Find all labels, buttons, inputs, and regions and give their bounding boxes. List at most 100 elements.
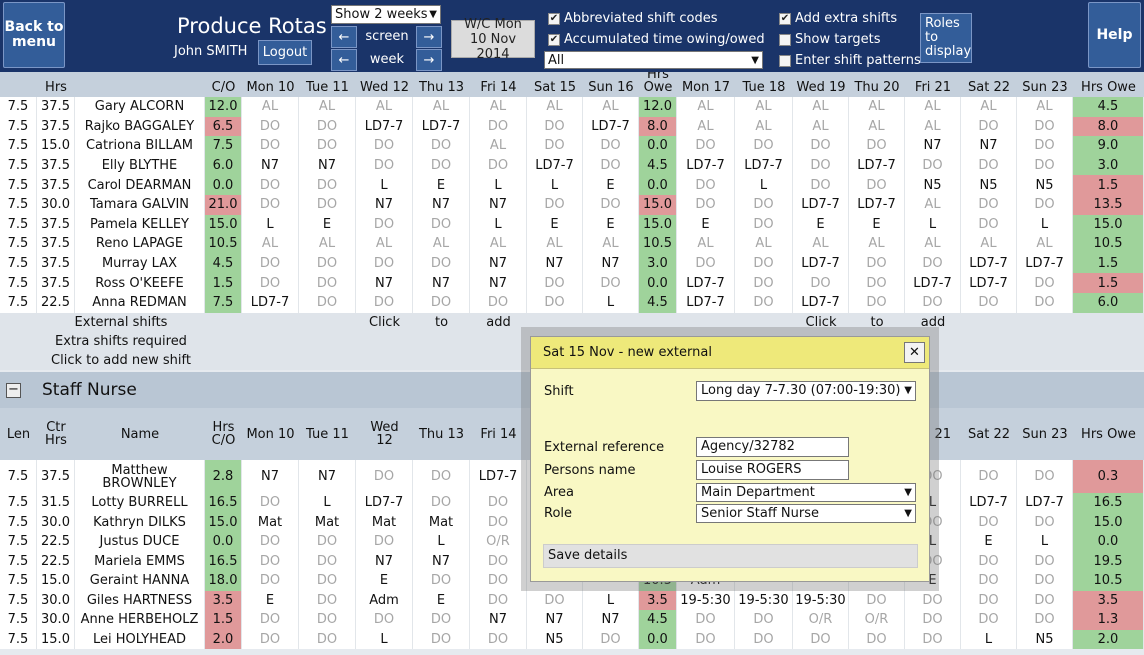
shift-cell[interactable]: DO [242,532,299,552]
shift-cell[interactable]: DO [413,610,470,630]
shift-cell[interactable]: N7 [299,460,356,493]
area-select[interactable]: Main Department ▼ [696,483,916,502]
shift-cell[interactable]: N5 [527,629,583,649]
shift-cell[interactable]: DO [470,116,527,137]
shift-cell[interactable]: DO [413,136,470,156]
shift-cell[interactable]: L [413,532,470,552]
shift-cell[interactable]: L [583,293,639,313]
add-extra-shifts-option[interactable]: ✔ Add extra shifts [779,11,897,26]
shift-cell[interactable]: N7 [413,195,470,215]
shift-cell[interactable]: DO [242,551,299,571]
shift-cell[interactable]: AL [1017,97,1073,117]
shift-cell[interactable]: L [961,629,1017,649]
shift-cell[interactable]: LD7-7 [583,116,639,137]
shift-cell[interactable]: N7 [470,273,527,293]
shift-cell[interactable]: DO [1017,116,1073,137]
shift-cell[interactable]: N7 [961,136,1017,156]
shift-cell[interactable]: O/R [793,610,849,630]
click-to-add-link[interactable]: add [920,315,946,330]
shift-cell[interactable]: DO [1017,460,1073,493]
shift-cell[interactable]: N7 [527,253,583,274]
shift-cell[interactable]: DO [961,195,1017,215]
shift-cell[interactable]: N5 [961,175,1017,195]
shift-cell[interactable]: AL [527,234,583,254]
click-to-add-link[interactable]: to [434,315,449,330]
shift-cell[interactable]: LD7-7 [677,293,735,313]
shift-cell[interactable]: AL [583,234,639,254]
shift-cell[interactable]: DO [413,493,470,513]
shift-cell[interactable]: E [527,214,583,235]
shift-cell[interactable]: AL [905,97,961,117]
shift-cell[interactable]: AL [793,234,849,254]
shift-cell[interactable]: Mat [299,512,356,532]
shift-cell[interactable]: N7 [470,610,527,630]
shift-cell[interactable]: LD7-7 [677,155,735,176]
shift-cell[interactable]: DO [356,155,413,176]
shift-cell[interactable]: DO [470,551,527,571]
shift-cell[interactable]: E [242,590,299,610]
shift-select[interactable]: Long day 7-7.30 (07:00-19:30) ▼ [696,381,916,401]
shift-cell[interactable]: AL [356,234,413,254]
shift-cell[interactable]: 19-5:30 [677,590,735,610]
add-extra-checkbox[interactable]: ✔ [779,12,791,25]
shift-cell[interactable]: LD7-7 [793,293,849,313]
shift-cell[interactable]: DO [356,460,413,493]
shift-cell[interactable]: DO [299,253,356,274]
shift-cell[interactable]: L [242,214,299,235]
shift-cell[interactable]: N7 [527,610,583,630]
shift-cell[interactable]: L [583,590,639,610]
shift-cell[interactable]: DO [242,136,299,156]
shift-cell[interactable]: DO [849,273,905,293]
shift-cell[interactable]: DO [735,253,793,274]
shift-cell[interactable]: DO [583,136,639,156]
shift-cell[interactable]: AL [583,97,639,117]
accumulated-checkbox[interactable]: ✔ [548,33,560,46]
shift-cell[interactable]: L [356,629,413,649]
shift-cell[interactable]: E [583,175,639,195]
shift-cell[interactable]: DO [793,175,849,195]
shift-cell[interactable]: DO [735,610,793,630]
shift-cell[interactable]: AL [735,234,793,254]
shift-cell[interactable]: DO [583,273,639,293]
shift-cell[interactable]: LD7-7 [849,195,905,215]
shift-cell[interactable]: DO [299,273,356,293]
click-to-add-link[interactable]: add [486,315,511,330]
shift-cell[interactable]: AL [413,234,470,254]
shift-cell[interactable]: DO [735,214,793,235]
shift-cell[interactable]: DO [299,551,356,571]
shift-cell[interactable]: AL [677,116,735,137]
shift-cell[interactable]: N7 [905,136,961,156]
shift-cell[interactable]: Mat [356,512,413,532]
shift-cell[interactable]: N7 [583,610,639,630]
shift-cell[interactable]: DO [242,253,299,274]
collapse-icon[interactable]: − [6,383,21,398]
shift-cell[interactable]: DO [1017,571,1073,591]
shift-cell[interactable]: DO [961,571,1017,591]
shift-cell[interactable]: DO [299,195,356,215]
shift-cell[interactable]: DO [905,293,961,313]
shift-cell[interactable]: DO [961,293,1017,313]
click-to-add-link[interactable]: to [870,315,884,330]
shift-cell[interactable]: AL [242,97,299,117]
shift-cell[interactable]: Mat [413,512,470,532]
show-targets-checkbox[interactable] [779,33,791,46]
shift-cell[interactable]: DO [470,590,527,610]
shift-cell[interactable]: AL [356,97,413,117]
shift-cell[interactable]: 19-5:30 [735,590,793,610]
shift-cell[interactable]: N7 [356,195,413,215]
shift-cell[interactable]: DO [527,590,583,610]
shift-cell[interactable]: LD7-7 [1017,493,1073,513]
shift-cell[interactable]: DO [527,293,583,313]
shift-cell[interactable]: DO [735,136,793,156]
shift-cell[interactable]: DO [356,610,413,630]
week-commencing-button[interactable]: W/C Mon 10 Nov 2014 [451,17,535,62]
shift-cell[interactable]: DO [242,493,299,513]
shift-cell[interactable]: DO [242,610,299,630]
shift-cell[interactable]: AL [793,116,849,137]
week-next-arrow-icon[interactable]: → [416,49,442,71]
shift-cell[interactable]: N7 [242,155,299,176]
shift-cell[interactable]: E [849,214,905,235]
shift-cell[interactable]: E [961,532,1017,552]
shift-cell[interactable]: E [413,590,470,610]
shift-cell[interactable]: AL [849,116,905,137]
